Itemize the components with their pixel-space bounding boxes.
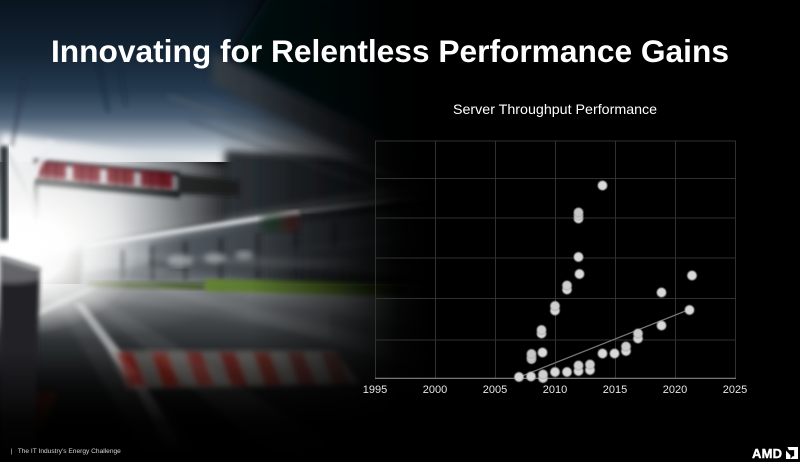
svg-text:2010: 2010 xyxy=(543,384,567,396)
svg-text:2020: 2020 xyxy=(663,384,687,396)
svg-text:2000: 2000 xyxy=(423,384,447,396)
svg-text:2025: 2025 xyxy=(723,384,747,396)
svg-text:2015: 2015 xyxy=(603,384,627,396)
svg-text:2005: 2005 xyxy=(483,384,507,396)
svg-text:1995: 1995 xyxy=(363,384,387,396)
